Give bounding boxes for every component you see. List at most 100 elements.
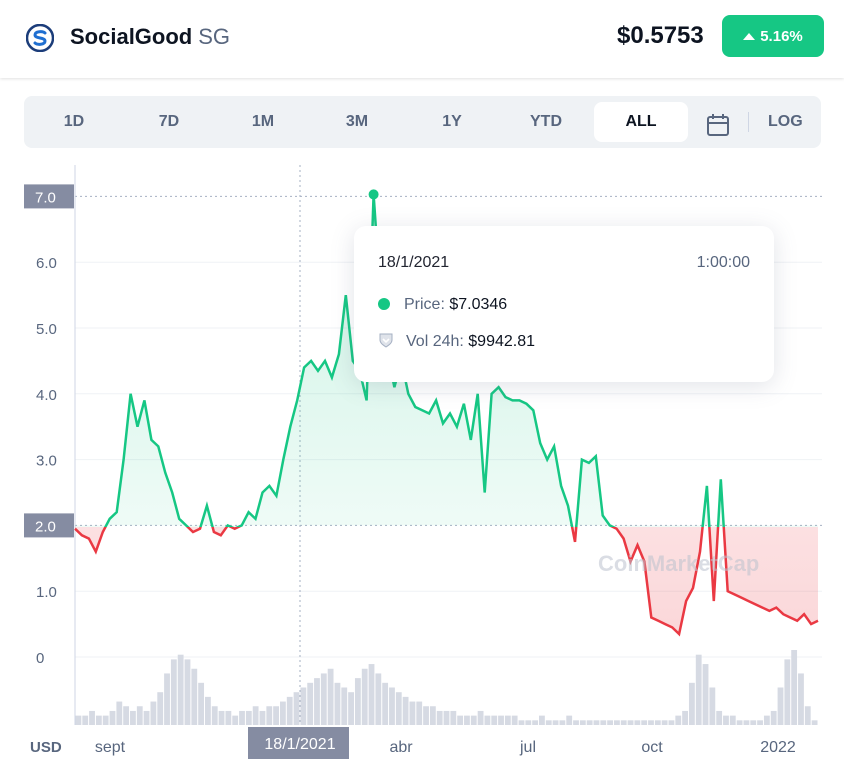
volume-bar [593, 720, 600, 725]
price-area-above-baseline [75, 194, 818, 527]
volume-bar [116, 701, 123, 725]
volume-bar [600, 720, 607, 725]
tab-ytd[interactable]: YTD [530, 113, 562, 130]
tooltip-volume-value: $9942.81 [468, 333, 536, 350]
volume-bar [109, 710, 116, 725]
volume-bar [368, 664, 375, 725]
calendar-icon[interactable] [706, 113, 730, 142]
volume-bar [627, 720, 634, 725]
price-line-below-baseline [74, 527, 819, 637]
volume-bar [641, 720, 648, 725]
volume-bar [307, 682, 314, 725]
volume-bar [709, 687, 716, 725]
volume-bar [450, 710, 457, 725]
volume-bar [552, 720, 559, 725]
volume-bar [477, 710, 484, 725]
volume-bar [279, 701, 286, 725]
tab-all[interactable]: ALL [594, 102, 688, 142]
volume-bar [736, 720, 743, 725]
y-tick-label: 6.0 [36, 255, 57, 272]
volume-bar [123, 706, 130, 725]
volume-bar [607, 720, 614, 725]
volume-bar [416, 701, 423, 725]
y-tick-label: 1.0 [36, 584, 57, 601]
volume-bar [579, 720, 586, 725]
volume-bar [252, 706, 259, 725]
volume-bar [804, 706, 811, 725]
chart-tooltip: 18/1/2021 1:00:00 Price: $7.0346 Vol 24h… [354, 226, 774, 382]
volume-bar [232, 715, 239, 725]
y-label-badge [24, 513, 74, 538]
volume-bar [661, 720, 668, 725]
time-range-tabs: 1D 7D 1M 3M 1Y YTD ALL [24, 96, 821, 148]
volume-bar [211, 706, 218, 725]
header: SocialGood SG $0.5753 5.16% [0, 0, 844, 78]
log-scale-toggle[interactable]: LOG [768, 113, 803, 130]
tab-1m[interactable]: 1M [251, 113, 275, 130]
tab-3m[interactable]: 3M [345, 113, 369, 130]
volume-bar [723, 715, 729, 725]
volume-bar [354, 678, 361, 725]
volume-bar [573, 720, 579, 725]
x-tick-label: jul [519, 739, 536, 756]
price-area-below-baseline [75, 527, 818, 634]
volume-bar [791, 650, 798, 725]
volume-bar [525, 720, 532, 725]
tooltip-volume-row: Vol 24h: $9942.81 [378, 332, 535, 353]
volume-bar [334, 682, 341, 725]
coin-name-text: SocialGood [70, 24, 193, 49]
volume-bar [586, 720, 593, 725]
volume-bar [777, 687, 784, 725]
volume-bar [259, 710, 266, 725]
volume-bar [205, 696, 211, 725]
volume-bar [498, 715, 504, 725]
x-tick-label: oct [641, 739, 663, 756]
volume-bar [300, 687, 307, 725]
tab-7d[interactable]: 7D [158, 113, 180, 130]
volume-bar [757, 720, 763, 725]
tooltip-price-row: Price: $7.0346 [378, 296, 507, 314]
volume-bar [382, 682, 389, 725]
volume-bar [614, 720, 620, 725]
volume-bar [218, 710, 225, 725]
volume-bar [402, 696, 409, 725]
volume-bar [688, 682, 695, 725]
volume-bar [130, 710, 136, 725]
volume-bar [811, 720, 818, 725]
volume-bar [470, 715, 477, 725]
volume-bar [361, 668, 368, 725]
volume-bar [763, 715, 770, 725]
volume-bar [164, 673, 170, 725]
volume-bar [423, 706, 429, 725]
volume-bar [266, 706, 273, 725]
volume-bar [750, 720, 757, 725]
volume-bar [770, 710, 777, 725]
tooltip-price-label: Price: [404, 296, 445, 313]
y-tick-label: 4.0 [36, 387, 57, 404]
volume-bar [443, 710, 450, 725]
volume-bar [320, 673, 327, 725]
x-tick-label: sept [95, 739, 126, 756]
tooltip-volume-label: Vol 24h: [406, 333, 464, 350]
volume-bar [89, 710, 95, 725]
price-change-badge: 5.16% [722, 15, 824, 57]
coin-symbol: SG [198, 24, 231, 49]
y-tick-label: 0 [36, 650, 44, 667]
volume-bar [675, 715, 682, 725]
volume-bar [286, 696, 293, 725]
volume-bar [716, 710, 723, 725]
volume-bar [348, 692, 354, 725]
volume-bar [177, 654, 184, 725]
tab-1d[interactable]: 1D [63, 113, 85, 130]
triangle-up-icon [743, 32, 756, 40]
volume-bar [429, 706, 436, 725]
volume-bar [545, 720, 552, 725]
volume-bar [395, 692, 402, 725]
volume-bar [341, 687, 348, 725]
tab-1y[interactable]: 1Y [442, 113, 462, 130]
volume-bar [682, 710, 688, 725]
x-tick-label: 18/1/2021 [264, 736, 335, 753]
peak-marker-dot [368, 189, 379, 200]
tooltip-date: 18/1/2021 [378, 254, 450, 271]
